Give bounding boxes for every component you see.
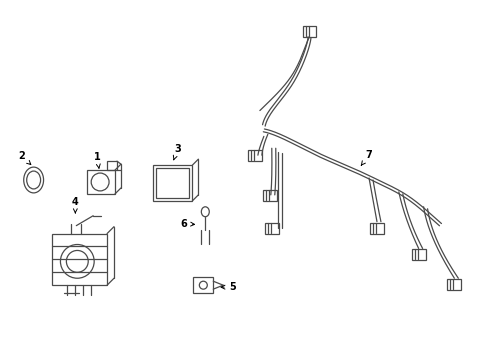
Text: 3: 3 <box>173 144 181 160</box>
Bar <box>370 223 384 234</box>
Text: 2: 2 <box>18 151 31 165</box>
Text: 1: 1 <box>94 152 100 168</box>
Bar <box>194 277 213 293</box>
Bar <box>107 161 117 170</box>
Text: 6: 6 <box>180 219 195 229</box>
Text: 7: 7 <box>361 150 372 165</box>
Bar <box>263 190 277 201</box>
Bar <box>156 168 190 198</box>
Bar <box>248 150 262 161</box>
Text: 5: 5 <box>221 282 237 292</box>
Bar <box>447 279 461 290</box>
Bar <box>302 26 317 37</box>
Text: 4: 4 <box>72 197 79 213</box>
Bar <box>51 234 107 285</box>
Bar <box>153 165 193 201</box>
Bar <box>412 249 426 260</box>
Bar <box>87 170 115 194</box>
Bar <box>265 223 279 234</box>
